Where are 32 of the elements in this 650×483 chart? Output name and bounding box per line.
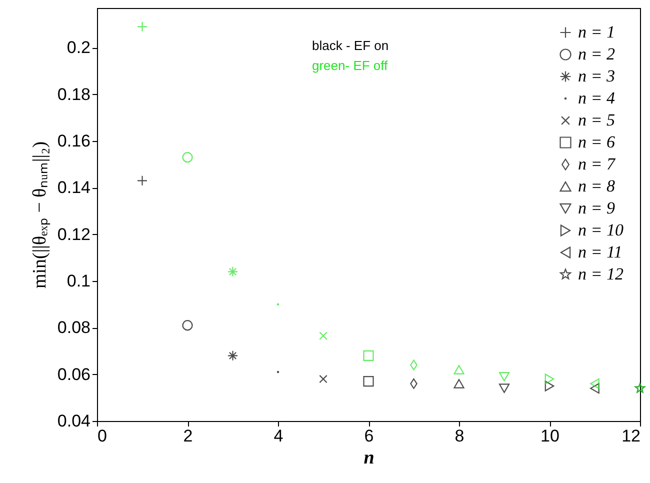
x-tick-label: 4	[274, 426, 284, 446]
annotation: green- EF off	[312, 58, 388, 73]
x-tick-label: 6	[364, 426, 374, 446]
x-tick-label: 10	[540, 426, 560, 446]
x-tick-label: 8	[454, 426, 464, 446]
y-tick-label: 0.2	[66, 38, 90, 58]
y-tick-label: 0.04	[57, 412, 90, 430]
x-tick-label: 12	[622, 426, 640, 446]
x-tick-label: 2	[183, 426, 193, 446]
y-tick-label: 0.18	[57, 84, 90, 104]
annotation: black - EF on	[312, 38, 389, 53]
y-tick-label: 0.1	[66, 272, 90, 290]
legend-label: n = 11	[578, 242, 622, 262]
legend-label: n = 12	[578, 264, 624, 284]
legend-label: n = 2	[578, 44, 616, 64]
legend-label: n = 4	[578, 88, 616, 108]
y-tick-label: 0.12	[57, 224, 90, 244]
x-axis-title: n	[364, 448, 374, 468]
y-axis-title: min(||θₑₓₚ − θₙᵤₘ||₂)	[29, 141, 50, 289]
y-tick-label: 0.08	[57, 318, 90, 338]
legend-label: n = 3	[578, 66, 615, 86]
y-tick-label: 0.16	[57, 132, 90, 150]
legend-label: n = 10	[578, 220, 624, 240]
legend-label: n = 9	[578, 198, 616, 218]
y-tick-label: 0.06	[57, 364, 90, 384]
x-tick-label: 0	[98, 426, 107, 446]
legend-label: n = 8	[578, 176, 616, 196]
legend-label: n = 5	[578, 110, 615, 130]
legend-label: n = 6	[578, 132, 616, 152]
legend-label: n = 7	[578, 154, 616, 174]
legend-label: n = 1	[578, 22, 615, 42]
y-tick-label: 0.14	[57, 178, 90, 198]
